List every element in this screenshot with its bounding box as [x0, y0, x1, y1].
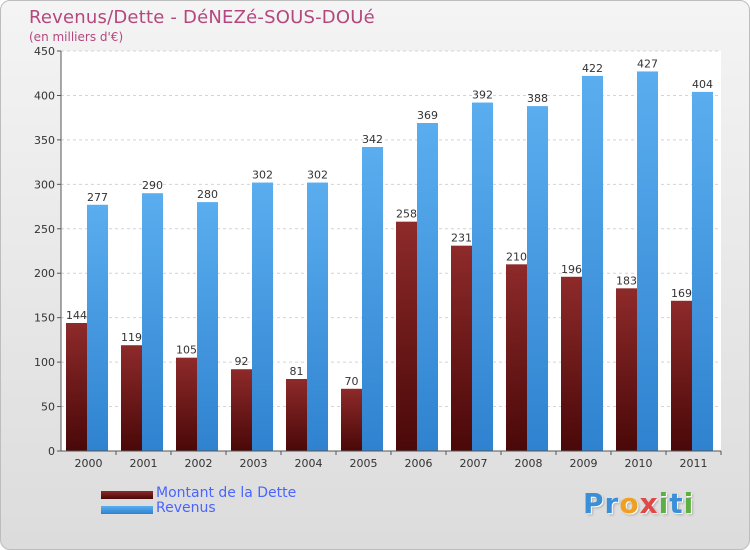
- legend-label-debt: Montant de la Dette: [156, 485, 297, 501]
- bar-label-debt: 81: [290, 365, 304, 378]
- bar-debt: [176, 357, 197, 451]
- bar-revenus: [637, 71, 658, 451]
- bar-label-debt: 92: [235, 355, 249, 368]
- x-tick-label: 2000: [75, 457, 103, 470]
- bar-revenus: [692, 91, 713, 451]
- y-tick-label: 200: [34, 267, 55, 280]
- bar-label-debt: 258: [396, 208, 417, 221]
- x-axis: 2000 2001 2002 2003 2004 2005 2006 2007 2008 2009…: [61, 450, 722, 470]
- bar-debt: [451, 245, 472, 451]
- bar-label-revenus: 404: [692, 78, 713, 91]
- bar-label-revenus: 280: [197, 188, 218, 201]
- bar-label-revenus: 342: [362, 133, 383, 146]
- bar-label-debt: 183: [616, 274, 637, 287]
- bar-label-revenus: 427: [637, 57, 658, 70]
- bar-debt: [341, 388, 362, 451]
- bar-revenus: [197, 202, 218, 451]
- bar-debt: [231, 369, 252, 451]
- x-tick-label: 2003: [240, 457, 268, 470]
- bar-label-debt: 231: [451, 232, 472, 245]
- bar-debt: [671, 300, 692, 451]
- bar-debt: [561, 276, 582, 451]
- plot-area: [61, 51, 721, 451]
- bar-revenus: [142, 193, 163, 451]
- y-axis: 0 50 100 150 200 250 300 350 400 450: [34, 45, 62, 458]
- y-tick-label: 400: [34, 89, 55, 102]
- logo-letter: P: [583, 487, 605, 520]
- bar-revenus: [582, 75, 603, 451]
- y-tick-label: 350: [34, 134, 55, 147]
- bar-debt: [66, 323, 87, 451]
- bar-label-debt: 196: [561, 263, 582, 276]
- bar-revenus: [472, 102, 493, 452]
- bar-debt: [286, 379, 307, 451]
- bar-revenus: [252, 182, 273, 452]
- legend-label-revenus: Revenus: [156, 500, 216, 516]
- x-tick-label: 2002: [185, 457, 213, 470]
- bar-label-revenus: 369: [417, 109, 438, 122]
- bar-label-debt: 144: [66, 309, 87, 322]
- chart-subtitle: (en milliers d'€): [29, 30, 124, 44]
- bar-revenus: [417, 123, 438, 451]
- bar-label-revenus: 302: [252, 169, 273, 182]
- bar-label-debt: 119: [121, 331, 142, 344]
- y-tick-label: 0: [48, 445, 55, 458]
- x-tick-label: 2011: [680, 457, 708, 470]
- bar-label-revenus: 277: [87, 191, 108, 204]
- bar-label-revenus: 422: [582, 62, 603, 75]
- y-tick-label: 50: [41, 401, 55, 414]
- logo-letter: i: [683, 487, 695, 520]
- x-tick-label: 2010: [625, 457, 653, 470]
- x-tick-label: 2008: [515, 457, 543, 470]
- bars: 144 277 119 290 105 280 92 302 81 302 70 342 258 369 2…: [66, 57, 713, 452]
- bar-label-debt: 169: [671, 287, 692, 300]
- x-tick-label: 2009: [570, 457, 598, 470]
- bar-revenus: [362, 147, 383, 451]
- bar-label-revenus: 302: [307, 169, 328, 182]
- bar-revenus: [307, 182, 328, 452]
- bar-label-revenus: 388: [527, 92, 548, 105]
- bar-debt: [396, 221, 417, 451]
- bar-label-debt: 210: [506, 250, 527, 263]
- bar-debt: [506, 264, 527, 451]
- y-tick-label: 150: [34, 312, 55, 325]
- legend-swatch-debt: [101, 491, 153, 499]
- bar-revenus: [87, 204, 108, 451]
- y-tick-label: 250: [34, 223, 55, 236]
- bar-revenus: [527, 106, 548, 451]
- logo-letter: t: [669, 487, 684, 520]
- y-tick-label: 450: [34, 45, 55, 58]
- bar-label-revenus: 290: [142, 179, 163, 192]
- logo-letter: o: [619, 487, 640, 520]
- logo-letter: i: [658, 487, 670, 520]
- logo-letter: r: [604, 487, 620, 520]
- proxiti-logo: Proxiti: [583, 487, 694, 520]
- y-tick-label: 100: [34, 356, 55, 369]
- logo-letter: x: [639, 487, 659, 520]
- x-tick-label: 2006: [405, 457, 433, 470]
- bar-label-revenus: 392: [472, 89, 493, 102]
- bar-debt: [616, 288, 637, 451]
- x-tick-label: 2007: [460, 457, 488, 470]
- legend-swatch-revenus: [101, 506, 153, 514]
- x-tick-label: 2004: [295, 457, 323, 470]
- x-tick-label: 2001: [130, 457, 158, 470]
- chart-title: Revenus/Dette - DéNEZé-SOUS-DOUé: [29, 7, 375, 28]
- y-tick-label: 300: [34, 178, 55, 191]
- x-tick-label: 2005: [350, 457, 378, 470]
- bar-debt: [121, 345, 142, 451]
- bar-label-debt: 105: [176, 344, 197, 357]
- bar-label-debt: 70: [345, 375, 359, 388]
